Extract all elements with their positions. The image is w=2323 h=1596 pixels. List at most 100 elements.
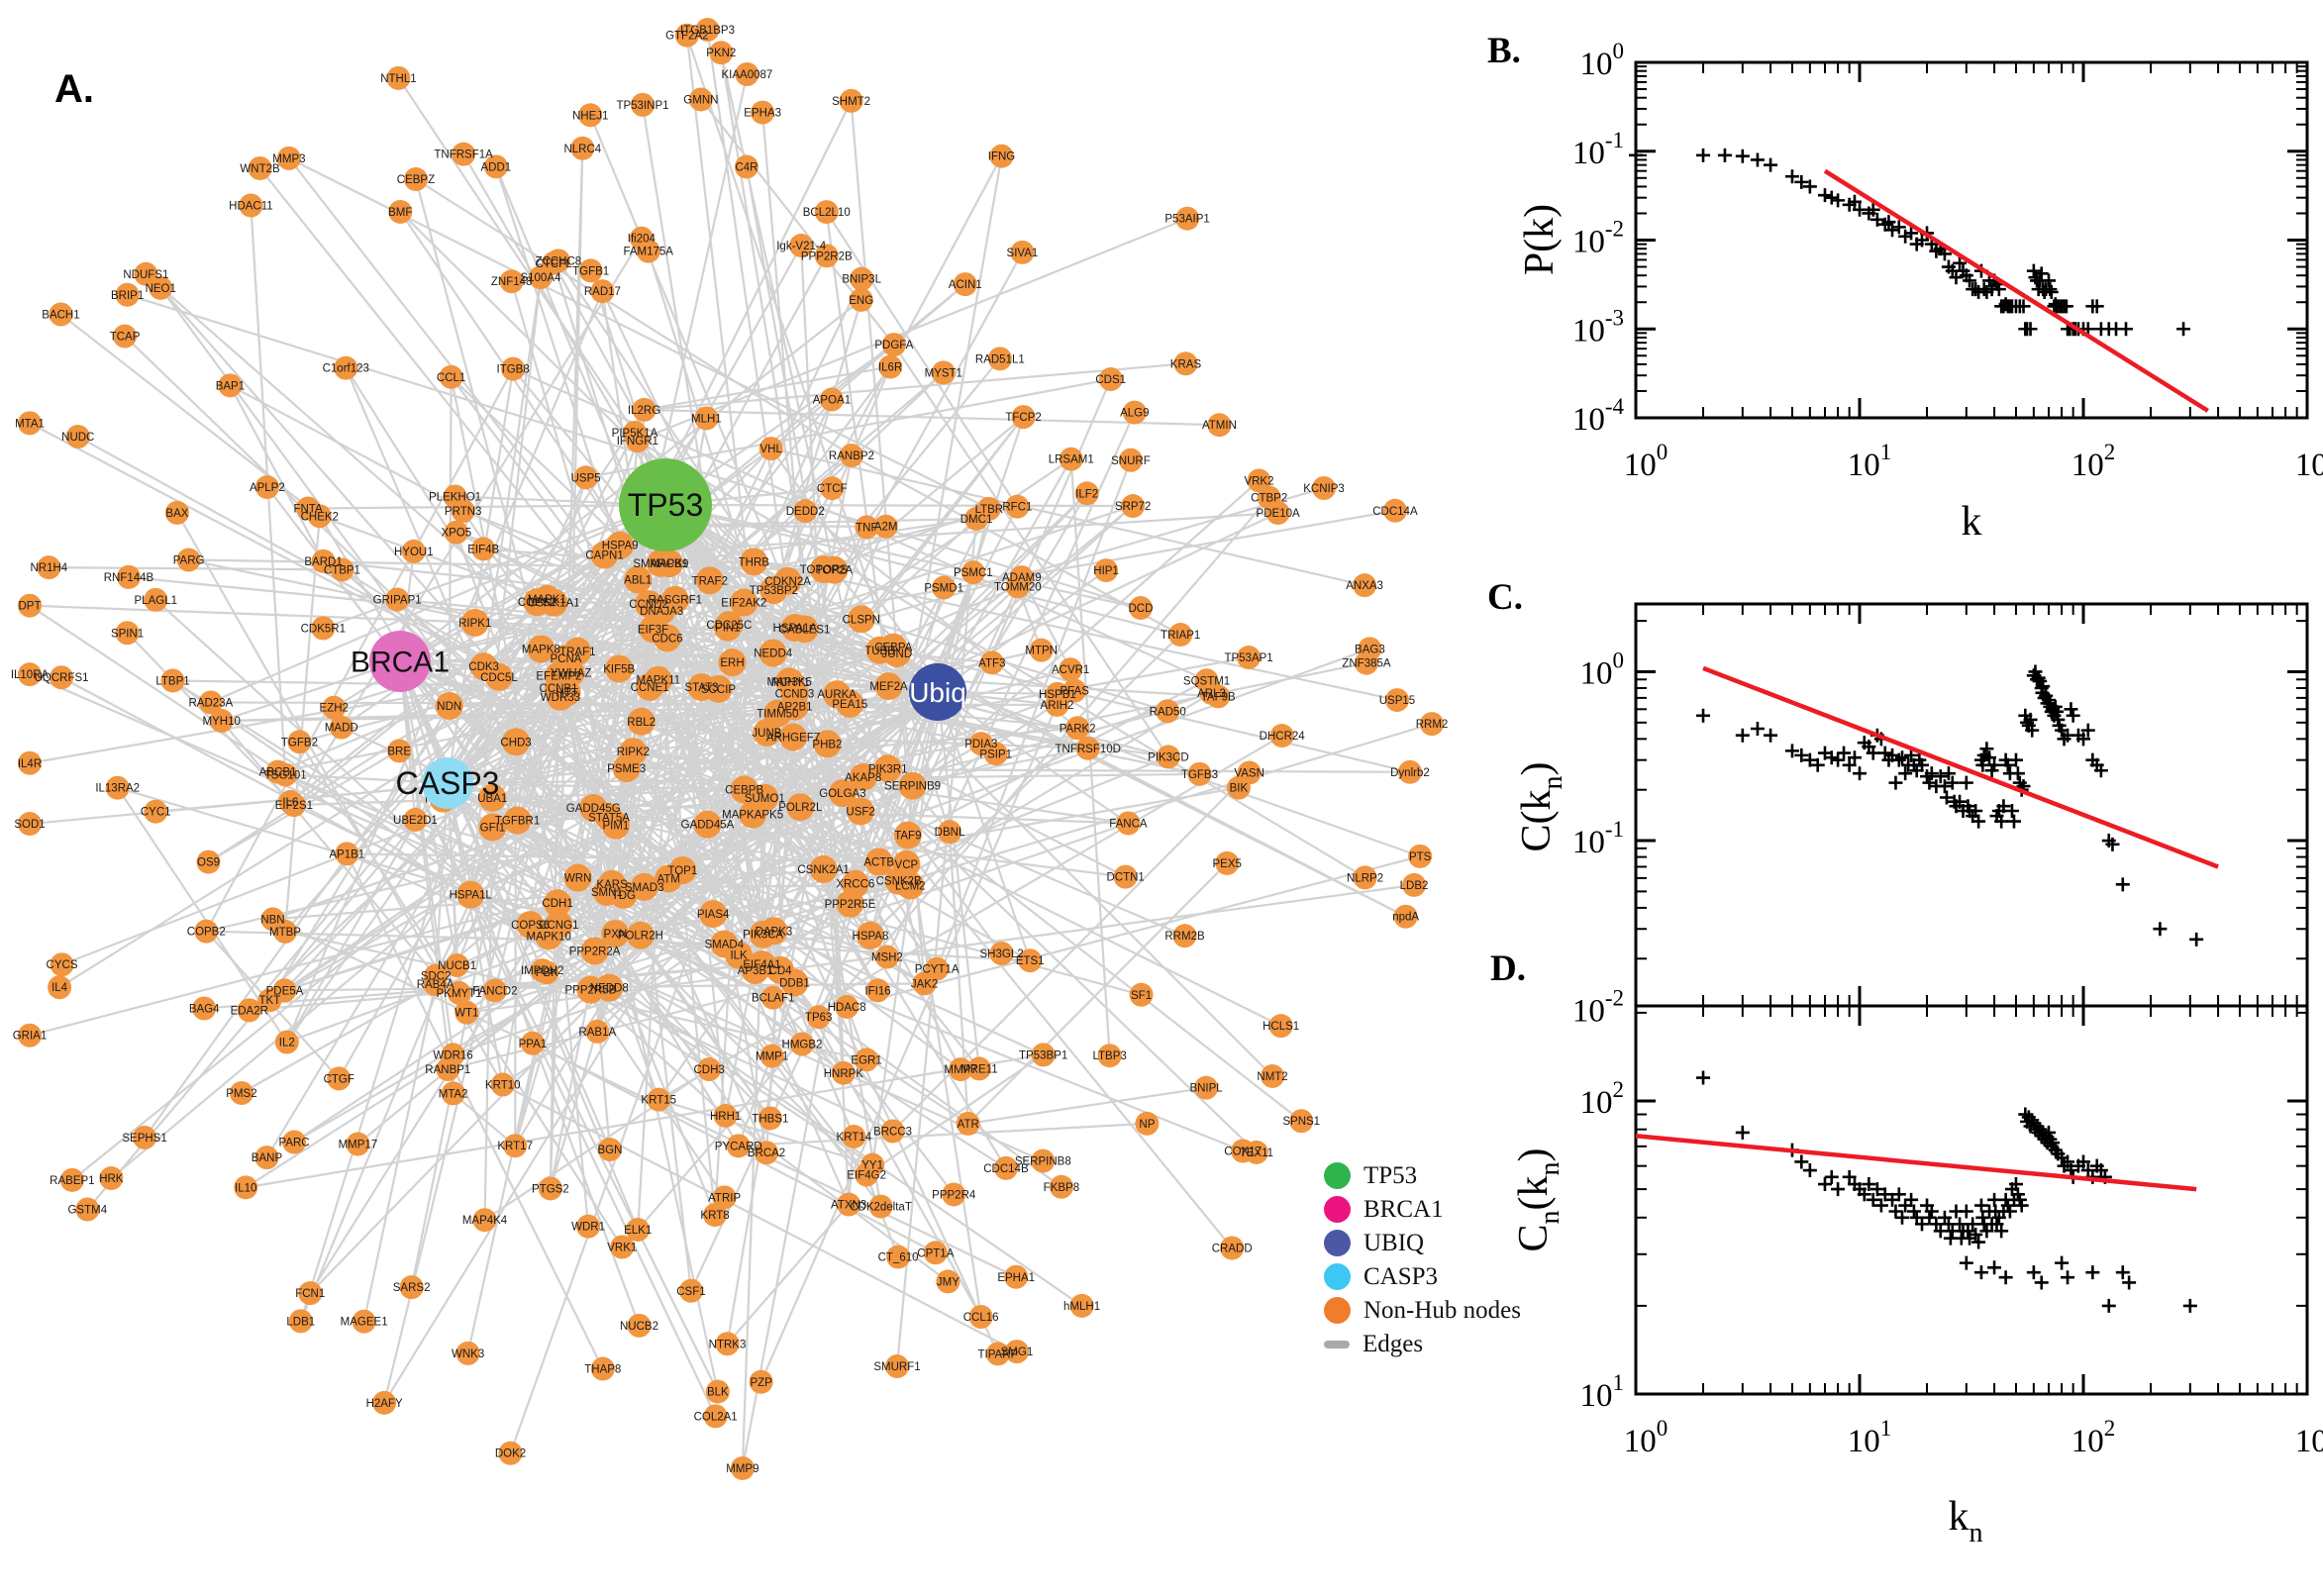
scatter-point <box>2115 1265 2130 1280</box>
node-label: AP3B1 <box>738 965 773 977</box>
brca1-hub-label: BRCA1 <box>351 647 450 679</box>
network-node <box>533 584 561 613</box>
node-label: CCNB1 <box>540 683 578 695</box>
network-node <box>1075 736 1100 760</box>
panel-b-label: B. <box>1487 31 1521 71</box>
network-node <box>1062 678 1087 703</box>
network-node <box>1168 623 1193 648</box>
network-node <box>1004 1264 1029 1289</box>
node-label-layer: TCAP NHEJ1 Ifi204 TP53INP1 P53AIP1 H2AFY SMG1 Z… <box>11 25 1448 1475</box>
node-label: ELK1 <box>624 1225 652 1237</box>
scatter-point <box>2064 1163 2078 1178</box>
node-label: WDR1 <box>571 1222 605 1234</box>
node-label: MTA1 <box>15 418 45 430</box>
network-node <box>713 1103 738 1128</box>
network-node <box>452 142 476 166</box>
legend-item-edges: Edges <box>1324 1331 1521 1357</box>
scatter-point <box>2031 670 2046 685</box>
node-label: KRT14 <box>837 1132 872 1144</box>
scatter-point <box>1842 1169 1857 1184</box>
node-label: KIF5B <box>603 663 635 675</box>
node-label: RCHY1 <box>771 677 810 689</box>
node-label: IL4 <box>51 982 68 994</box>
network-node <box>806 1005 831 1030</box>
node-label: PPA1 <box>519 1039 548 1050</box>
network-node <box>387 739 412 763</box>
network-node <box>399 1275 424 1300</box>
network-node <box>335 842 359 866</box>
node-label: IL10RA <box>11 669 50 681</box>
node-label: VRK1 <box>607 1243 637 1254</box>
node-label: HSPB1 <box>1039 689 1076 701</box>
network-node <box>1408 844 1433 868</box>
network-node <box>471 537 496 561</box>
ubiq-hub-node <box>909 663 966 721</box>
node-label: TIPARP <box>978 1348 1019 1360</box>
node-label: JAK2 <box>911 978 939 990</box>
network-node <box>1156 745 1180 769</box>
network-node <box>298 1281 323 1306</box>
tick-label: 100 <box>1624 1416 1668 1459</box>
network-node <box>819 387 844 412</box>
network-edge <box>626 767 871 937</box>
network-edge <box>936 691 1032 961</box>
network-node <box>454 1000 479 1025</box>
scatter-point <box>1953 255 1968 270</box>
node-label: CT_610 <box>878 1252 919 1264</box>
network-node <box>164 500 189 525</box>
node-label: ETS1 <box>1016 955 1045 967</box>
node-label: SCCIP <box>701 684 736 696</box>
node-label: KRAS <box>1170 358 1202 370</box>
network-node <box>655 549 683 578</box>
node-label: SERPINB8 <box>1015 1156 1071 1168</box>
scatter-point <box>2041 693 2056 708</box>
node-label: CDS1 <box>1095 374 1126 386</box>
network-node <box>748 950 776 979</box>
network-node <box>1059 657 1083 682</box>
node-label: JUNB <box>752 728 781 740</box>
network-node <box>758 437 783 461</box>
network-node <box>441 1081 465 1106</box>
node-label: YY1 <box>861 1160 883 1172</box>
network-node <box>1156 699 1180 724</box>
network-edge <box>668 517 977 565</box>
node-label: CHD3 <box>500 737 531 748</box>
node-label: DAPK3 <box>756 926 793 938</box>
scatter-point <box>1915 1217 1929 1232</box>
node-label: PZP <box>750 1377 772 1389</box>
node-label: PBK <box>536 967 558 979</box>
node-label: PLEKHO1 <box>429 492 481 504</box>
network-node <box>439 364 463 389</box>
node-label: ACIN1 <box>949 279 982 291</box>
node-label: MTA2 <box>439 1088 468 1100</box>
scatter-point <box>1979 742 1994 756</box>
scatter-point <box>1973 1198 1988 1213</box>
network-node <box>287 730 312 754</box>
network-node <box>688 87 713 112</box>
ubiq-hub-swatch-icon <box>1324 1230 1351 1256</box>
legend-item-nonhub: Non-Hub nodes <box>1324 1297 1521 1324</box>
scatter-point <box>2034 1275 2049 1290</box>
node-label: LTBP3 <box>1092 1050 1126 1062</box>
node-label: SMAD4 <box>705 940 745 951</box>
node-label: PMS2 <box>226 1088 256 1100</box>
scatter-point <box>2085 1265 2100 1280</box>
network-node <box>1118 448 1143 472</box>
node-label: AP2B1 <box>777 702 813 714</box>
network-edge <box>846 854 1421 1008</box>
network-node <box>445 953 469 978</box>
node-label: GTF2A2 <box>665 31 708 43</box>
network-node <box>964 506 989 531</box>
node-label: SMN1 <box>591 887 623 899</box>
network-node <box>1010 240 1035 264</box>
node-label: RANBP2 <box>829 450 874 462</box>
tick-label: 102 <box>1580 1077 1625 1121</box>
network-edge <box>447 578 640 784</box>
node-label: COL2A1 <box>694 1411 738 1423</box>
scatter-point <box>1877 746 1892 760</box>
scatter-point <box>1831 193 1846 208</box>
network-node <box>198 690 223 715</box>
node-label: PDE5A <box>266 985 304 997</box>
tick-label: 10-2 <box>1572 217 1624 260</box>
network-edge <box>491 601 539 799</box>
